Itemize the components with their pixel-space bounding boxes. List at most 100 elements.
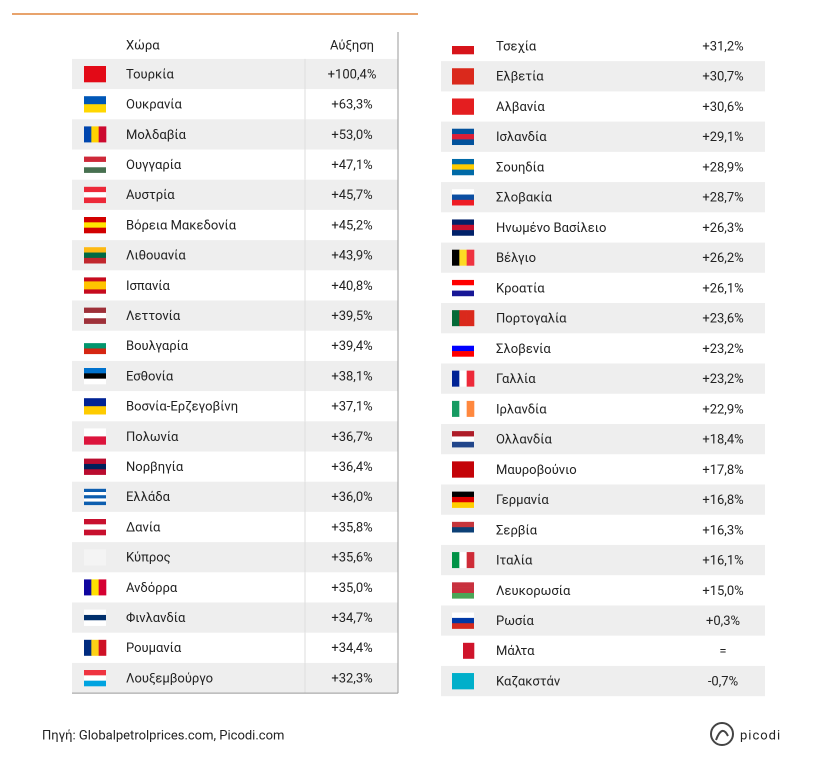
flag-stripe — [452, 224, 474, 231]
row-bg — [72, 662, 398, 694]
flag-stripe — [84, 348, 106, 355]
flag-stripe — [452, 38, 474, 47]
flag-stripe — [84, 373, 106, 379]
flag-stripe — [98, 639, 107, 656]
country: Βέλγιο — [496, 251, 536, 266]
country: Σουηδία — [496, 160, 545, 175]
flag — [84, 670, 106, 687]
country: Ρωσία — [496, 614, 534, 629]
country: Γαλλία — [496, 372, 536, 387]
row-bg — [441, 303, 765, 334]
flag-stripe — [84, 406, 106, 415]
flag — [452, 431, 474, 448]
flag-stripe — [452, 139, 474, 146]
flag-stripe — [452, 431, 474, 437]
flag-stripe — [84, 458, 106, 465]
row-bg — [441, 605, 765, 636]
increase: +17,8% — [702, 463, 743, 478]
increase: +26,1% — [702, 281, 743, 296]
flag — [84, 307, 106, 324]
flag-stripe — [466, 370, 475, 387]
flag-stripe — [84, 197, 106, 204]
increase: +47,1% — [331, 158, 372, 173]
flag — [84, 156, 106, 173]
country: Βουλγαρία — [126, 339, 189, 354]
flag — [452, 68, 474, 85]
increase: +39,4% — [331, 339, 372, 354]
flag-stripe — [466, 552, 475, 569]
flag-stripe — [98, 579, 107, 596]
country: Πολωνία — [126, 430, 179, 445]
flag-stripe — [452, 400, 460, 417]
flag-stripe — [452, 521, 474, 528]
flag-stripe — [452, 673, 474, 690]
increase: +40,8% — [331, 279, 372, 294]
flag-stripe — [459, 310, 467, 327]
increase: +29,1% — [702, 130, 743, 145]
row-bg — [72, 421, 398, 452]
flag-stripe — [452, 351, 474, 357]
increase: +16,1% — [702, 554, 743, 569]
flag-stripe — [452, 230, 474, 236]
increase: +36,7% — [331, 430, 372, 445]
flag-stripe — [452, 46, 474, 55]
row-bg — [72, 542, 398, 573]
flag — [452, 612, 474, 629]
increase: +45,7% — [331, 188, 372, 203]
flag-stripe — [84, 609, 106, 616]
flag — [84, 639, 107, 656]
flag-stripe — [452, 134, 474, 140]
country: Σλοβενία — [496, 342, 551, 357]
flag-stripe — [84, 680, 106, 687]
increase: +35,0% — [331, 581, 372, 596]
flag-stripe — [84, 96, 106, 105]
increase: +0,3% — [706, 614, 740, 629]
flag-stripe — [84, 281, 106, 286]
country: Ελβετία — [496, 70, 544, 85]
flag — [452, 128, 474, 146]
flag-stripe — [459, 370, 467, 387]
flag-stripe — [84, 247, 106, 253]
country: Κύπρος — [126, 551, 171, 566]
flag-stripe — [452, 68, 474, 85]
country: Βόρεια Μακεδονία — [126, 218, 237, 233]
flag — [452, 279, 474, 297]
flag-stripe — [452, 279, 474, 286]
country: Πορτογαλία — [496, 312, 567, 327]
flag-stripe — [452, 310, 460, 327]
country: Εσθονία — [126, 369, 174, 384]
country: Ελλάδα — [126, 490, 171, 505]
flag-stripe — [452, 527, 474, 533]
flag-stripe — [84, 66, 106, 83]
flag-stripe — [459, 249, 467, 266]
flag — [452, 461, 474, 478]
increase: +36,0% — [331, 490, 372, 505]
flag-stripe — [84, 217, 106, 223]
flag-stripe — [459, 400, 467, 417]
increase: +31,2% — [702, 39, 743, 54]
flag-stripe — [452, 552, 460, 569]
flag-stripe — [84, 277, 106, 282]
flag-stripe — [84, 579, 92, 596]
row-bg — [72, 58, 398, 90]
flag-stripe — [84, 463, 106, 470]
row-bg — [72, 119, 398, 150]
flag-stripe — [452, 623, 474, 629]
flag-stripe — [452, 436, 474, 443]
flag-stripe — [84, 257, 106, 264]
flag-stripe — [84, 501, 106, 506]
flag-stripe — [452, 249, 460, 266]
flag-stripe — [452, 164, 474, 170]
flag-stripe — [84, 675, 106, 681]
country: Ηνωμένο Βασίλειο — [496, 221, 606, 236]
country: Βοσνία-Ερζεγοβίνη — [126, 400, 238, 415]
increase: +26,2% — [702, 251, 743, 266]
flag-stripe — [84, 318, 106, 324]
increase: +23,2% — [702, 372, 743, 387]
logo-text: picodi — [740, 728, 781, 743]
flag-stripe — [452, 194, 474, 201]
row-bg — [441, 182, 765, 213]
flag-stripe — [84, 378, 106, 385]
flag — [84, 609, 106, 626]
